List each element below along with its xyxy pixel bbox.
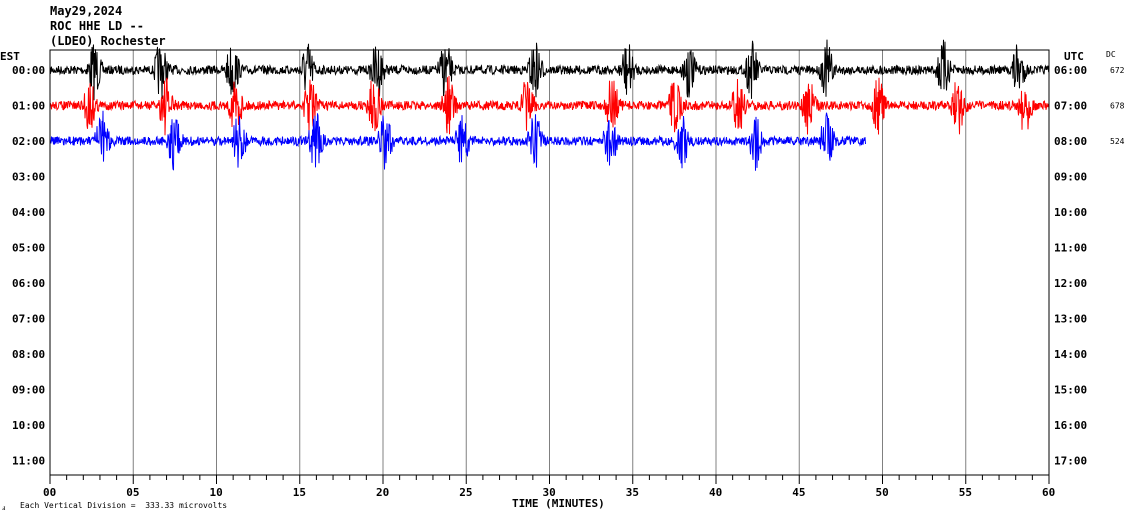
trace-row-2 bbox=[49, 110, 866, 171]
left-time-label: 03:00 bbox=[12, 171, 45, 184]
right-time-label: 12:00 bbox=[1054, 277, 1087, 290]
left-time-label: 02:00 bbox=[12, 135, 45, 148]
right-time-label: 17:00 bbox=[1054, 455, 1087, 468]
x-tick-label: 40 bbox=[709, 486, 722, 499]
right-timezone-label: UTC bbox=[1064, 50, 1084, 63]
right-time-label: 09:00 bbox=[1054, 171, 1087, 184]
left-time-label: 05:00 bbox=[12, 242, 45, 255]
right-time-label: 06:00 bbox=[1054, 64, 1087, 77]
left-time-label: 11:00 bbox=[12, 455, 45, 468]
station-label: ROC HHE LD -- bbox=[50, 19, 144, 33]
right-time-label: 08:00 bbox=[1054, 135, 1087, 148]
x-axis-label: TIME (MINUTES) bbox=[512, 497, 605, 510]
right-time-label: 14:00 bbox=[1054, 348, 1087, 361]
right-time-axis: 06:00 07:00 08:00 09:00 10:00 11:00 12:00 13:00… bbox=[1054, 64, 1087, 468]
left-timezone-label: EST bbox=[0, 50, 20, 63]
x-tick-label: 15 bbox=[293, 486, 306, 499]
left-time-label: 10:00 bbox=[12, 419, 45, 432]
x-tick-label: 35 bbox=[626, 486, 639, 499]
right-time-label: 16:00 bbox=[1054, 419, 1087, 432]
dc-value: 524 bbox=[1110, 137, 1125, 146]
trace-row-0 bbox=[49, 39, 1050, 101]
vertical-grid bbox=[132, 50, 967, 475]
left-time-label: 00:00 bbox=[12, 64, 45, 77]
dc-value: 678 bbox=[1110, 102, 1125, 111]
x-tick-label: 20 bbox=[376, 486, 389, 499]
left-time-label: 04:00 bbox=[12, 206, 45, 219]
x-tick-label: 25 bbox=[459, 486, 472, 499]
right-time-label: 07:00 bbox=[1054, 100, 1087, 113]
left-time-label: 06:00 bbox=[12, 277, 45, 290]
left-time-axis: 00:00 01:00 02:00 03:00 04:00 05:00 06:00 07:00… bbox=[12, 64, 45, 468]
chart-date: May29,2024 bbox=[50, 4, 123, 18]
scale-note: Each Vertical Division = 333.33 microvol… bbox=[20, 501, 228, 510]
right-time-label: 13:00 bbox=[1054, 313, 1087, 326]
left-time-label: 01:00 bbox=[12, 100, 45, 113]
x-tick-label: 05 bbox=[126, 486, 139, 499]
x-axis-ticks: 00 05 10 15 20 25 30 35 40 45 50 55 60 bbox=[43, 475, 1055, 499]
x-tick-label: 60 bbox=[1042, 486, 1055, 499]
trace-row-1 bbox=[49, 75, 1050, 136]
x-tick-label: 50 bbox=[876, 486, 889, 499]
left-time-label: 09:00 bbox=[12, 384, 45, 397]
right-time-label: 15:00 bbox=[1054, 384, 1087, 397]
left-time-label: 08:00 bbox=[12, 348, 45, 361]
seismic-traces bbox=[49, 39, 1050, 171]
right-time-label: 11:00 bbox=[1054, 242, 1087, 255]
dc-value: 672 bbox=[1110, 66, 1125, 75]
left-time-label: 07:00 bbox=[12, 313, 45, 326]
x-tick-label: 00 bbox=[43, 486, 56, 499]
x-tick-label: 45 bbox=[792, 486, 805, 499]
x-tick-label: 10 bbox=[210, 486, 223, 499]
x-tick-label: 55 bbox=[959, 486, 972, 499]
network-label: (LDEO) Rochester bbox=[50, 34, 166, 48]
footer-mark: ⅎ bbox=[2, 503, 6, 512]
x-tick-label: 30 bbox=[543, 486, 556, 499]
right-time-label: 10:00 bbox=[1054, 206, 1087, 219]
dc-values: 672 678 524 bbox=[1110, 66, 1125, 146]
dc-label: DC bbox=[1106, 50, 1116, 59]
